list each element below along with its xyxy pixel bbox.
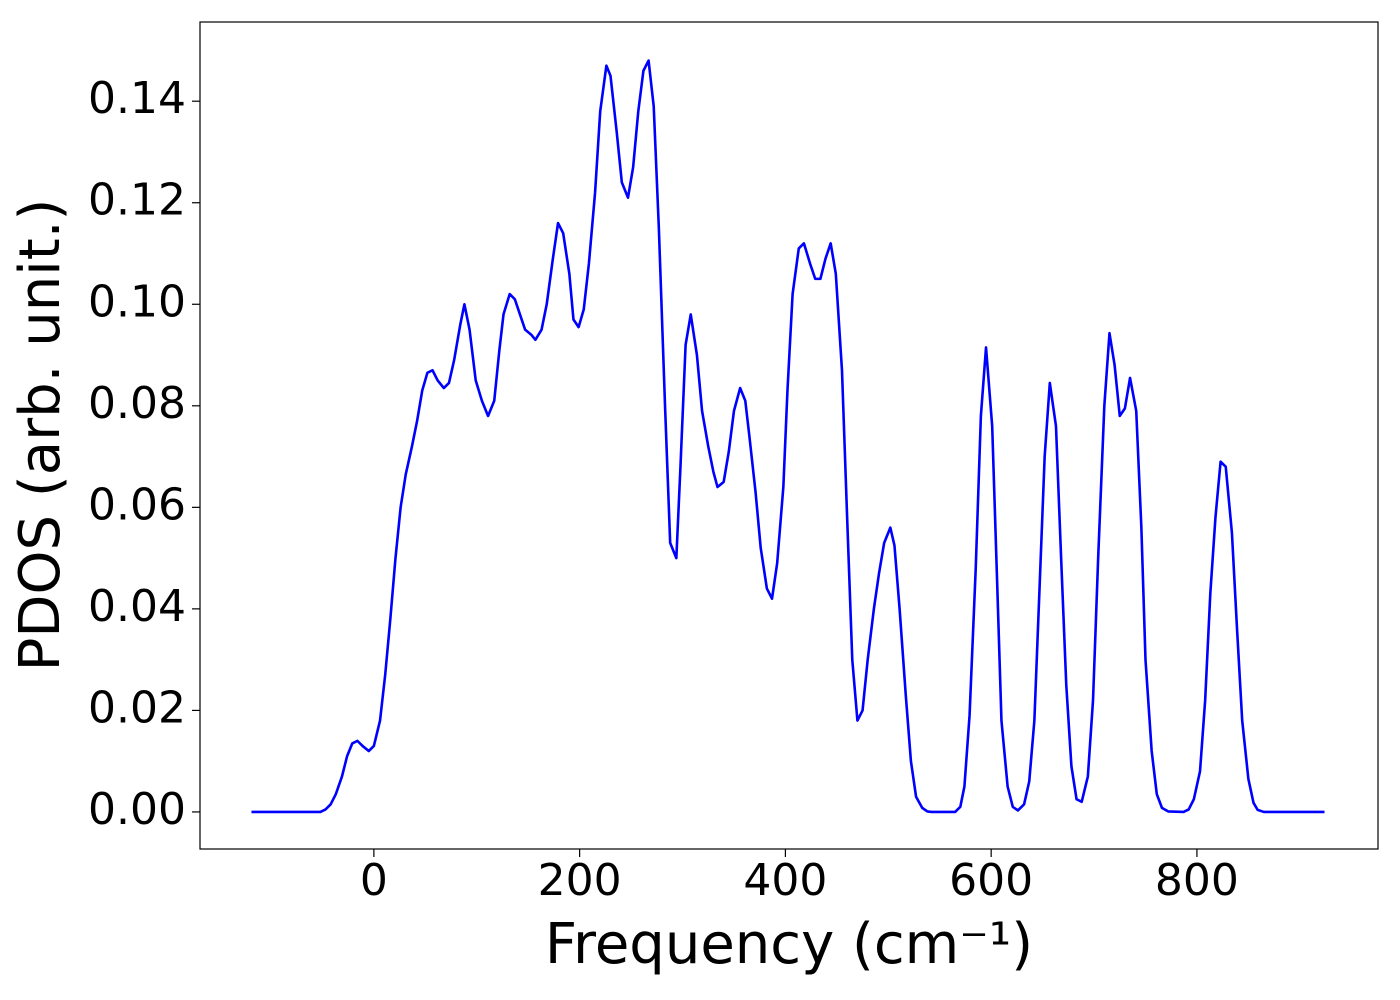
y-tick-label: 0.06: [88, 479, 186, 530]
plot-frame: [199, 21, 1379, 850]
y-tick-label: 0.00: [88, 784, 186, 835]
x-tick-label: 400: [743, 855, 827, 906]
y-tick-label: 0.08: [88, 378, 186, 429]
x-tick-label: 800: [1155, 855, 1239, 906]
x-axis-label: Frequency (cm⁻¹): [545, 912, 1033, 977]
y-tick-label: 0.04: [88, 581, 186, 632]
y-tick-label: 0.02: [88, 682, 186, 733]
y-tick-label: 0.10: [88, 276, 186, 327]
y-axis-label: PDOS (arb. unit.): [8, 199, 73, 672]
y-tick-label: 0.12: [88, 175, 186, 226]
x-tick-label: 0: [360, 855, 388, 906]
x-tick-label: 600: [949, 855, 1033, 906]
x-tick-label: 200: [538, 855, 622, 906]
data-line: [251, 59, 1325, 814]
y-tick-label: 0.14: [88, 73, 186, 124]
